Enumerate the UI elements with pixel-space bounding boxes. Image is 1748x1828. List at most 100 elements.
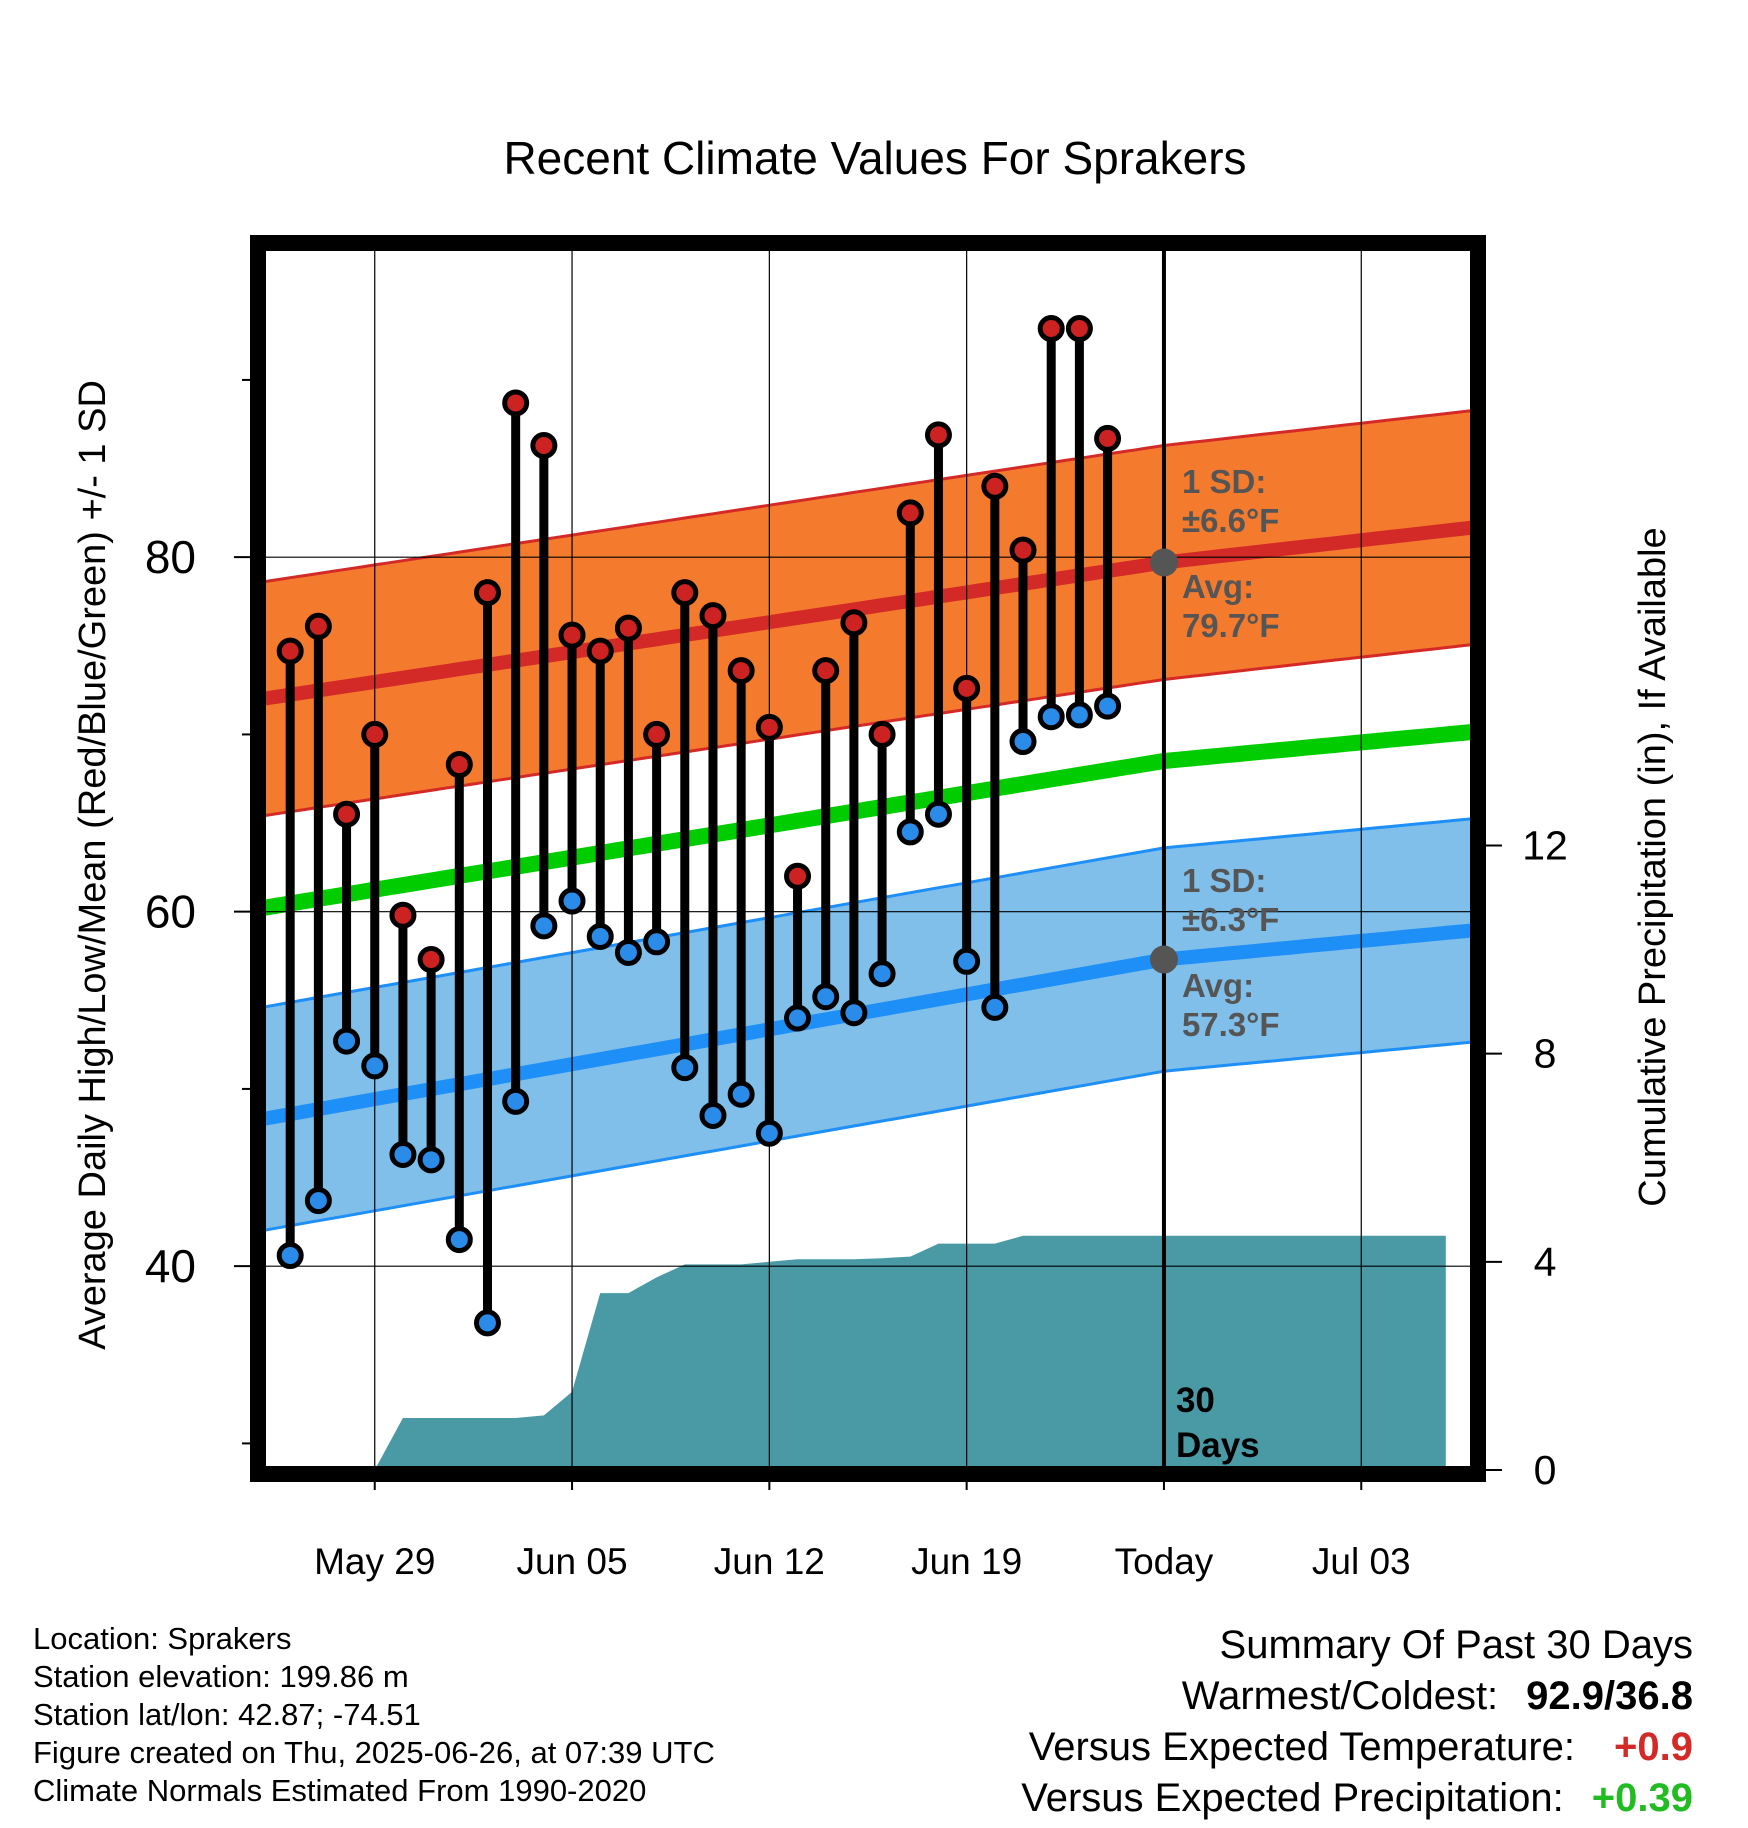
created-text: Figure created on Thu, 2025-06-26, at 07… [33, 1735, 715, 1770]
elevation-text: Station elevation: 199.86 m [33, 1659, 409, 1694]
daily-low-point [1094, 692, 1122, 720]
daily-high-point [755, 713, 783, 741]
daily-high-point [502, 389, 530, 417]
chart-title: Recent Climate Values For Sprakers [503, 132, 1246, 184]
precip-vs-expected-value: +0.39 [1591, 1776, 1693, 1820]
daily-low-point [304, 1187, 332, 1215]
daily-high-point [1065, 315, 1093, 343]
summary-heading: Summary Of Past 30 Days [1219, 1623, 1693, 1667]
daily-high-point [333, 800, 361, 828]
daily-high-point [417, 946, 445, 974]
daily-high-point [614, 614, 642, 642]
daily-high-point [953, 674, 981, 702]
low-sd-lower-edge [262, 1040, 1474, 1233]
x-tick-label: May 29 [314, 1541, 435, 1582]
today-days-label: Days [1176, 1426, 1260, 1465]
daily-high-point [276, 637, 304, 665]
daily-high-point [473, 579, 501, 607]
low-avg-annotation-label: Avg: [1182, 967, 1254, 1004]
daily-high-point [304, 612, 332, 640]
high-sd-annotation-value: ±6.6°F [1182, 502, 1279, 539]
y-axis-label-right: Cumulative Precipitation (in), If Availa… [1632, 527, 1674, 1206]
low-sd-annotation-value: ±6.3°F [1182, 901, 1279, 938]
plot-frame [250, 235, 1486, 1482]
y-tick-label: 40 [145, 1240, 196, 1292]
daily-low-point [1037, 703, 1065, 731]
precip-area [346, 1235, 1446, 1470]
daily-low-point [981, 993, 1009, 1021]
y2-tick-label: 8 [1534, 1031, 1557, 1077]
high-sd-upper-edge [262, 408, 1474, 584]
daily-high-point [812, 657, 840, 685]
low-avg-annotation-value: 57.3°F [1182, 1006, 1280, 1043]
daily-low-point [473, 1309, 501, 1337]
normals-period-text: Climate Normals Estimated From 1990-2020 [33, 1773, 647, 1808]
daily-high-point [1094, 424, 1122, 452]
daily-high-point [896, 499, 924, 527]
latlon-text: Station lat/lon: 42.87; -74.51 [33, 1697, 421, 1732]
low-avg-today-marker [1149, 945, 1178, 974]
daily-high-point [671, 579, 699, 607]
temp-vs-expected-label: Versus Expected Temperature: [1028, 1725, 1575, 1769]
daily-high-point [445, 751, 473, 779]
warmest-coldest-value: 92.9/36.8 [1526, 1674, 1693, 1718]
daily-low-point [699, 1102, 727, 1130]
daily-low-point [445, 1226, 473, 1254]
daily-low-point [840, 999, 868, 1027]
station-info: Location: Sprakers Station elevation: 19… [33, 1620, 715, 1810]
daily-low-point [333, 1027, 361, 1055]
mean-avg-line [262, 723, 1474, 916]
y2-tick-label: 12 [1522, 822, 1568, 868]
daily-high-point [784, 862, 812, 890]
daily-low-point [389, 1141, 417, 1169]
daily-low-point [276, 1242, 304, 1270]
x-tick-label: Jun 12 [714, 1541, 825, 1582]
daily-high-point [389, 901, 417, 929]
low-sd-band [262, 818, 1474, 1231]
daily-high-point [1037, 315, 1065, 343]
daily-low-point [1009, 728, 1037, 756]
high-avg-annotation-value: 79.7°F [1182, 607, 1280, 644]
high-sd-annotation-label: 1 SD: [1182, 463, 1266, 500]
x-tick-label: Jun 19 [911, 1541, 1022, 1582]
daily-low-point [784, 1004, 812, 1032]
x-tick-label: Jul 03 [1312, 1541, 1411, 1582]
daily-high-point [558, 621, 586, 649]
y-tick-label: 60 [145, 886, 196, 938]
daily-high-point [1009, 536, 1037, 564]
axes: May 29 Jun 05 Jun 12 Jun 19 Today Jul 0340608… [72, 132, 1674, 1582]
y2-tick-label: 4 [1534, 1239, 1557, 1285]
daily-low-point [614, 938, 642, 966]
location-text: Location: Sprakers [33, 1621, 292, 1656]
daily-high-point [643, 720, 671, 748]
y2-tick-label: 0 [1534, 1447, 1557, 1493]
low-sd-upper-edge [262, 817, 1474, 1009]
x-tick-label: Jun 05 [516, 1541, 627, 1582]
daily-high-point [924, 421, 952, 449]
y-tick-label: 80 [145, 531, 196, 583]
daily-low-point [361, 1052, 389, 1080]
daily-low-point [896, 818, 924, 846]
low-sd-annotation-label: 1 SD: [1182, 862, 1266, 899]
daily-low-point [755, 1119, 783, 1147]
high-avg-line [262, 520, 1474, 706]
daily-high-point [361, 720, 389, 748]
daily-low-point [558, 887, 586, 915]
low-avg-line [262, 923, 1474, 1126]
y-axis-label-left: Average Daily High/Low/Mean (Red/Blue/Gr… [72, 380, 114, 1350]
daily-low-point [924, 800, 952, 828]
temp-vs-expected-value: +0.9 [1614, 1725, 1693, 1769]
high-avg-today-marker [1149, 548, 1178, 577]
daily-high-point [530, 432, 558, 460]
warmest-coldest-row: Warmest/Coldest: 92.9/36.8 [1021, 1671, 1693, 1722]
x-tick-label: Today [1115, 1541, 1214, 1582]
high-sd-lower-edge [262, 642, 1474, 818]
temp-vs-expected-row: Versus Expected Temperature: +0.9 [1021, 1722, 1693, 1773]
daily-low-point [953, 947, 981, 975]
daily-high-point [981, 472, 1009, 500]
daily-high-point [586, 637, 614, 665]
warmest-coldest-label: Warmest/Coldest: [1181, 1674, 1499, 1718]
daily-low-point [812, 983, 840, 1011]
